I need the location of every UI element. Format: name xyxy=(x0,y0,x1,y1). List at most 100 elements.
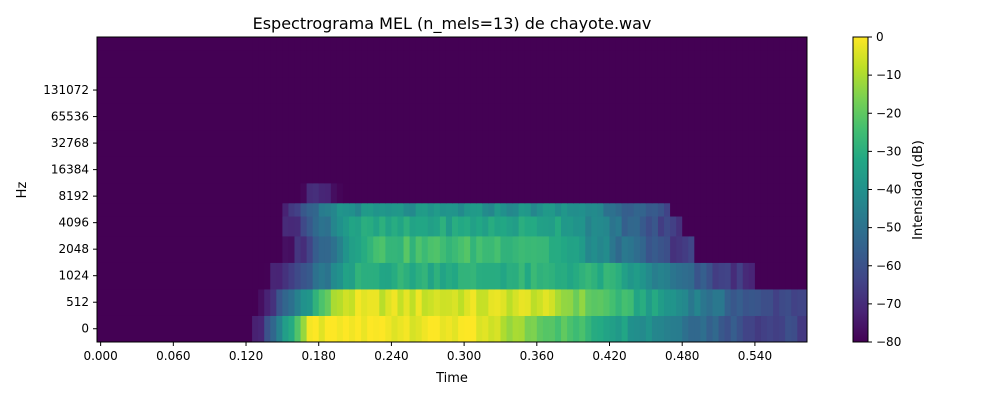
heatmap-cell xyxy=(718,103,726,131)
heatmap-cell xyxy=(373,50,380,78)
heatmap-cell xyxy=(464,129,471,157)
heatmap-cell xyxy=(506,202,514,217)
heatmap-cell xyxy=(476,129,483,157)
heatmap-cell xyxy=(724,288,732,316)
heatmap-cell xyxy=(506,216,514,237)
heatmap-cell xyxy=(591,156,598,184)
heatmap-cell xyxy=(767,37,774,51)
heatmap-cell xyxy=(639,50,647,78)
heatmap-cell xyxy=(409,129,417,157)
heatmap-cell xyxy=(385,37,392,51)
heatmap-cell xyxy=(361,216,368,237)
heatmap-cell xyxy=(724,262,732,290)
heatmap-cell xyxy=(300,235,308,263)
heatmap-cell xyxy=(530,76,538,104)
heatmap-cell xyxy=(621,202,629,217)
heatmap-cell xyxy=(724,129,732,157)
heatmap-cell xyxy=(670,216,677,237)
heatmap-cell xyxy=(585,216,592,237)
heatmap-cell xyxy=(633,103,641,131)
heatmap-cell xyxy=(482,129,489,157)
heatmap-cell xyxy=(585,288,592,316)
heatmap-cell xyxy=(633,315,641,343)
heatmap-cell xyxy=(439,76,447,104)
heatmap-cell xyxy=(494,202,501,217)
heatmap-cell xyxy=(779,216,786,237)
heatmap-cell xyxy=(712,182,720,204)
heatmap-cell xyxy=(300,103,308,131)
heatmap-cell xyxy=(664,76,671,104)
heatmap-cell xyxy=(409,288,417,316)
heatmap-cell xyxy=(452,129,459,157)
heatmap-cell xyxy=(97,76,253,104)
heatmap-cell xyxy=(627,129,635,157)
heatmap-cell xyxy=(785,156,792,184)
heatmap-cell xyxy=(252,288,259,316)
heatmap-cell xyxy=(797,103,808,131)
heatmap-cell xyxy=(288,103,295,131)
heatmap-cell xyxy=(318,262,326,290)
heatmap-cell xyxy=(591,182,598,204)
heatmap-cell xyxy=(97,103,253,131)
heatmap-cell xyxy=(294,262,302,290)
heatmap-cell xyxy=(603,315,611,343)
heatmap-cell xyxy=(288,288,295,316)
heatmap-cell xyxy=(767,262,774,290)
heatmap-cell xyxy=(736,156,744,184)
heatmap-cell xyxy=(464,216,471,237)
heatmap-cell xyxy=(567,182,574,204)
heatmap-cell xyxy=(330,202,338,217)
heatmap-cell xyxy=(482,156,489,184)
heatmap-cell xyxy=(639,235,647,263)
heatmap-cell xyxy=(579,129,586,157)
heatmap-cell xyxy=(700,156,707,184)
heatmap-cell xyxy=(785,216,792,237)
heatmap-cell xyxy=(97,262,253,290)
heatmap-cell xyxy=(718,262,726,290)
heatmap-cell xyxy=(627,156,635,184)
heatmap-cell xyxy=(427,182,435,204)
heatmap-cell xyxy=(476,202,483,217)
heatmap-cell xyxy=(482,202,489,217)
heatmap-cell xyxy=(415,182,423,204)
heatmap-cell xyxy=(542,202,550,217)
heatmap-cell xyxy=(439,182,447,204)
heatmap-cell xyxy=(391,50,398,78)
heatmap-cell xyxy=(664,37,671,51)
heatmap-cell xyxy=(421,315,429,343)
heatmap-cell xyxy=(427,37,435,51)
heatmap-cell xyxy=(767,216,774,237)
heatmap-cell xyxy=(682,103,689,131)
heatmap-cell xyxy=(797,288,808,316)
heatmap-cell xyxy=(421,156,429,184)
heatmap-cell xyxy=(585,315,592,343)
heatmap-cell xyxy=(464,235,471,263)
heatmap-cell xyxy=(706,103,713,131)
heatmap-cell xyxy=(342,315,350,343)
heatmap-cell xyxy=(561,156,568,184)
heatmap-cell xyxy=(324,156,332,184)
heatmap-cell xyxy=(548,156,556,184)
heatmap-cell xyxy=(482,50,489,78)
heatmap-cell xyxy=(712,202,720,217)
heatmap-cell xyxy=(633,216,641,237)
heatmap-cell xyxy=(258,216,265,237)
heatmap-cell xyxy=(579,76,586,104)
heatmap-cell xyxy=(342,37,350,51)
heatmap-cell xyxy=(318,50,326,78)
heatmap-cell xyxy=(252,129,259,157)
heatmap-cell xyxy=(355,315,362,343)
heatmap-cell xyxy=(458,262,465,290)
heatmap-cell xyxy=(336,288,344,316)
heatmap-cell xyxy=(445,76,453,104)
heatmap-cell xyxy=(355,288,362,316)
heatmap-cell xyxy=(670,182,677,204)
heatmap-cell xyxy=(458,235,465,263)
heatmap-cell xyxy=(385,202,392,217)
heatmap-cell xyxy=(470,288,477,316)
heatmap-cell xyxy=(506,262,514,290)
heatmap-cell xyxy=(645,202,653,217)
heatmap-cell xyxy=(524,262,532,290)
heatmap-cell xyxy=(349,37,356,51)
heatmap-cell xyxy=(397,182,405,204)
